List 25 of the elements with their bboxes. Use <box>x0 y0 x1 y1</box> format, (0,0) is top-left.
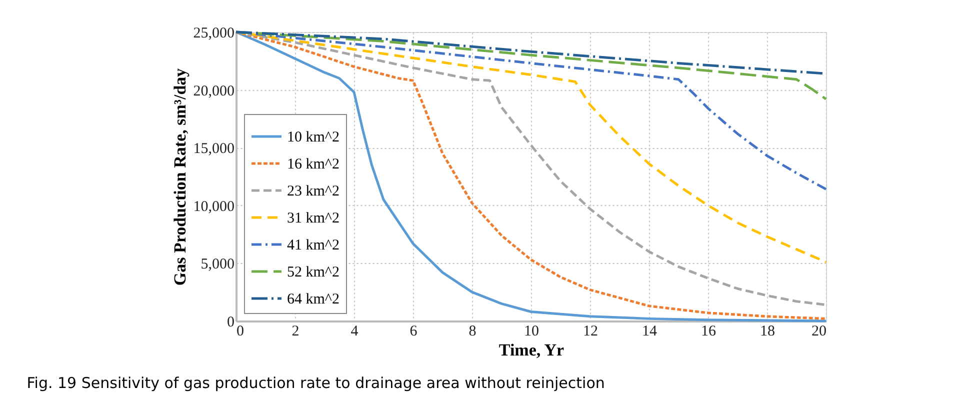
y-axis-title: Gas Production Rate, sm³/day <box>170 68 190 286</box>
x-tick-label: 6 <box>410 324 418 340</box>
x-axis-title: Time, Yr <box>498 340 565 360</box>
legend-label: 41 km^2 <box>287 238 340 254</box>
x-tick-label: 2 <box>292 324 300 340</box>
x-tick-label: 12 <box>583 324 598 340</box>
legend-label: 31 km^2 <box>287 210 340 226</box>
x-tick-label: 8 <box>468 324 476 340</box>
x-tick-label: 16 <box>701 324 716 340</box>
legend-label: 23 km^2 <box>287 184 340 200</box>
x-tick-label: 20 <box>812 324 826 340</box>
x-tick-label: 4 <box>350 324 359 340</box>
x-tick-label: 14 <box>642 324 658 340</box>
caption: Fig. 19 Sensitivity of gas production rate to drainage area without reinjection <box>26 374 605 392</box>
x-tick-label: 18 <box>760 324 775 340</box>
y-tick-label: 15,000 <box>193 141 234 158</box>
legend-label: 52 km^2 <box>287 264 340 280</box>
legend-label: 64 km^2 <box>287 292 340 308</box>
legend-label: 16 km^2 <box>287 156 340 172</box>
y-tick-label: 5,000 <box>200 256 234 273</box>
y-tick-label: 20,000 <box>193 83 234 100</box>
y-tick-label: 10,000 <box>193 198 234 215</box>
legend-label: 10 km^2 <box>287 130 340 146</box>
y-tick-label: 25,000 <box>193 26 234 42</box>
x-tick-label: 10 <box>524 324 539 340</box>
